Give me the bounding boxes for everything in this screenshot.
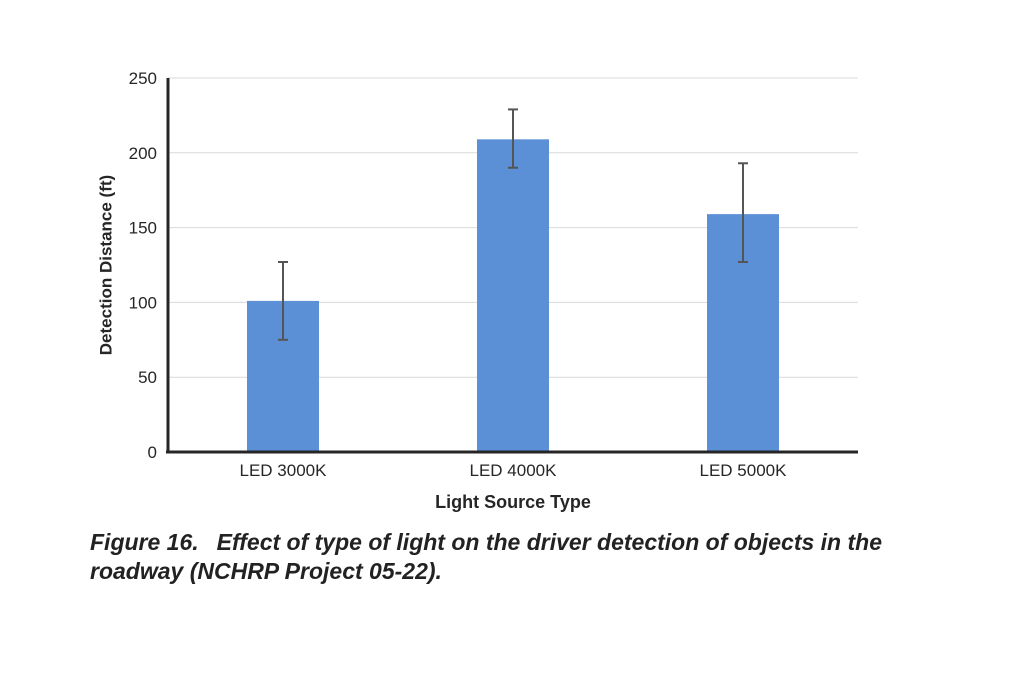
axes	[166, 78, 858, 454]
bar	[477, 139, 549, 452]
error-bars	[278, 108, 748, 341]
figure-caption: Figure 16. Effect of type of light on the…	[90, 528, 910, 586]
y-tick-label: 150	[129, 219, 157, 238]
figure-number: Figure 16.	[90, 529, 199, 555]
x-tick-label: LED 4000K	[470, 461, 558, 480]
y-tick-label: 50	[138, 368, 157, 387]
y-tick-label: 100	[129, 293, 157, 312]
x-tick-labels: LED 3000K LED 4000K LED 5000K	[240, 461, 788, 480]
bars	[247, 139, 779, 452]
x-axis-title: Light Source Type	[435, 492, 591, 512]
bar-chart: 0 50 100 150 200 250 LED 3000K LED 4000K LED 50…	[96, 69, 858, 512]
y-tick-labels: 0 50 100 150 200 250	[129, 69, 157, 462]
y-tick-label: 250	[129, 69, 157, 88]
y-axis-title: Detection Distance (ft)	[96, 175, 115, 355]
figure-caption-text: Effect of type of light on the driver de…	[90, 529, 882, 584]
x-tick-label: LED 5000K	[700, 461, 788, 480]
x-tick-label: LED 3000K	[240, 461, 328, 480]
y-tick-label: 200	[129, 144, 157, 163]
y-tick-label: 0	[148, 443, 157, 462]
